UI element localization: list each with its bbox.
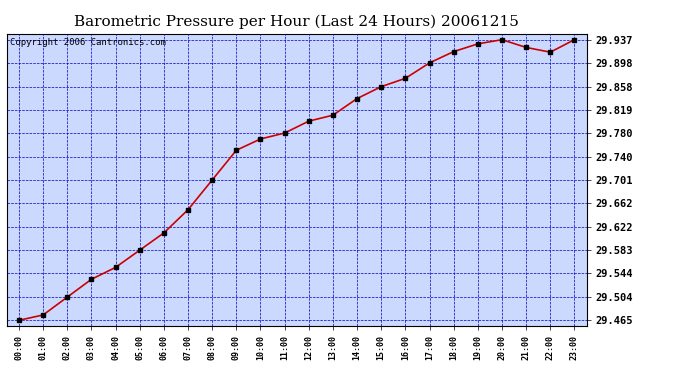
Text: Copyright 2006 Cantronics.com: Copyright 2006 Cantronics.com xyxy=(10,38,166,47)
Text: Barometric Pressure per Hour (Last 24 Hours) 20061215: Barometric Pressure per Hour (Last 24 Ho… xyxy=(75,15,519,29)
